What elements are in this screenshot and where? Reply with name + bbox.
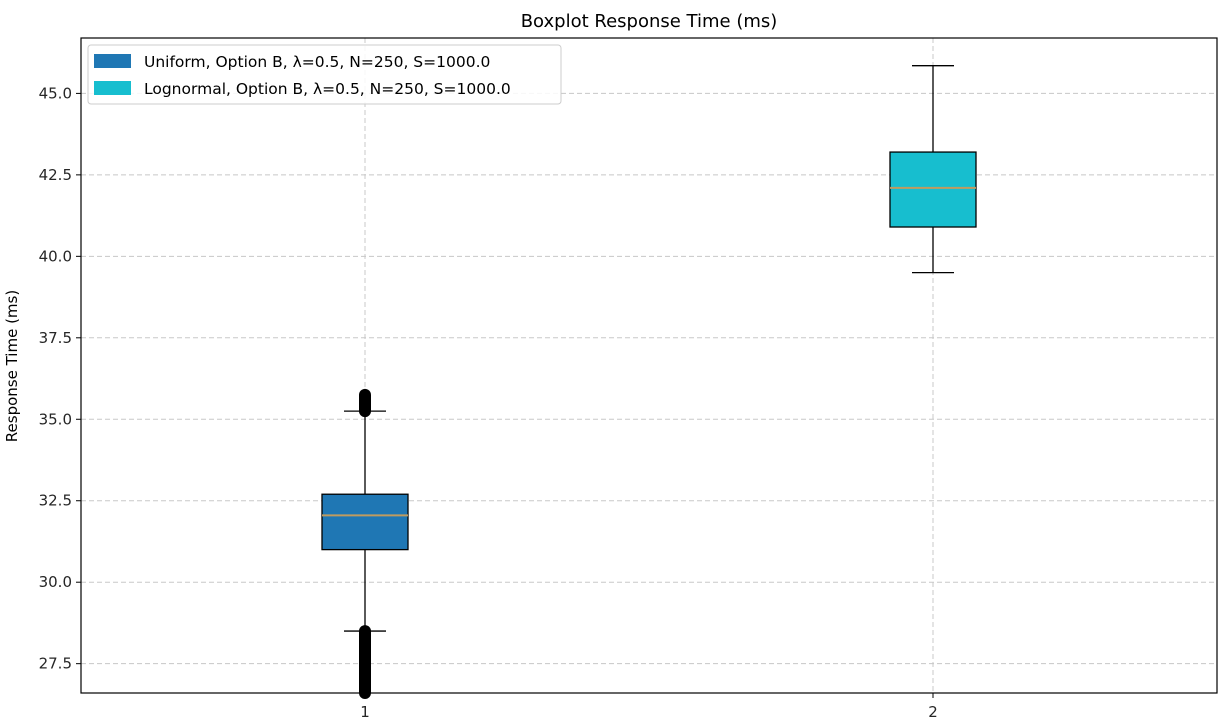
y-axis-label: Response Time (ms) bbox=[3, 290, 21, 442]
upper-outliers bbox=[359, 388, 371, 418]
box-series bbox=[321, 65, 977, 699]
box-iqr bbox=[321, 493, 409, 551]
x-tick-label: 2 bbox=[928, 703, 938, 721]
legend-label: Uniform, Option B, λ=0.5, N=250, S=1000.… bbox=[144, 53, 490, 71]
legend-swatch bbox=[94, 81, 131, 95]
box-group bbox=[321, 388, 409, 699]
lower-outliers bbox=[359, 625, 371, 699]
grid-lines bbox=[81, 38, 1217, 693]
y-tick-label: 30.0 bbox=[39, 573, 72, 591]
y-tick-label: 32.5 bbox=[39, 492, 72, 510]
y-tick-label: 37.5 bbox=[39, 329, 72, 347]
y-tick-label: 45.0 bbox=[39, 84, 72, 102]
plot-frame bbox=[80, 37, 1218, 694]
axis-ticks: 27.5 30.0 32.5 35.0 37.5 40.0 42.5 45.0 1 2 bbox=[39, 84, 938, 721]
box-group bbox=[889, 65, 977, 274]
y-tick-label: 40.0 bbox=[39, 247, 72, 265]
x-tick-label: 1 bbox=[360, 703, 370, 721]
legend-label: Lognormal, Option B, λ=0.5, N=250, S=100… bbox=[144, 80, 511, 98]
y-tick-label: 42.5 bbox=[39, 166, 72, 184]
legend: Uniform, Option B, λ=0.5, N=250, S=1000.… bbox=[87, 44, 562, 105]
box-iqr bbox=[889, 151, 977, 228]
legend-swatch bbox=[94, 54, 131, 68]
chart-title: Boxplot Response Time (ms) bbox=[521, 11, 778, 32]
legend-frame bbox=[87, 44, 562, 105]
y-tick-label: 27.5 bbox=[39, 655, 72, 673]
y-tick-label: 35.0 bbox=[39, 410, 72, 428]
